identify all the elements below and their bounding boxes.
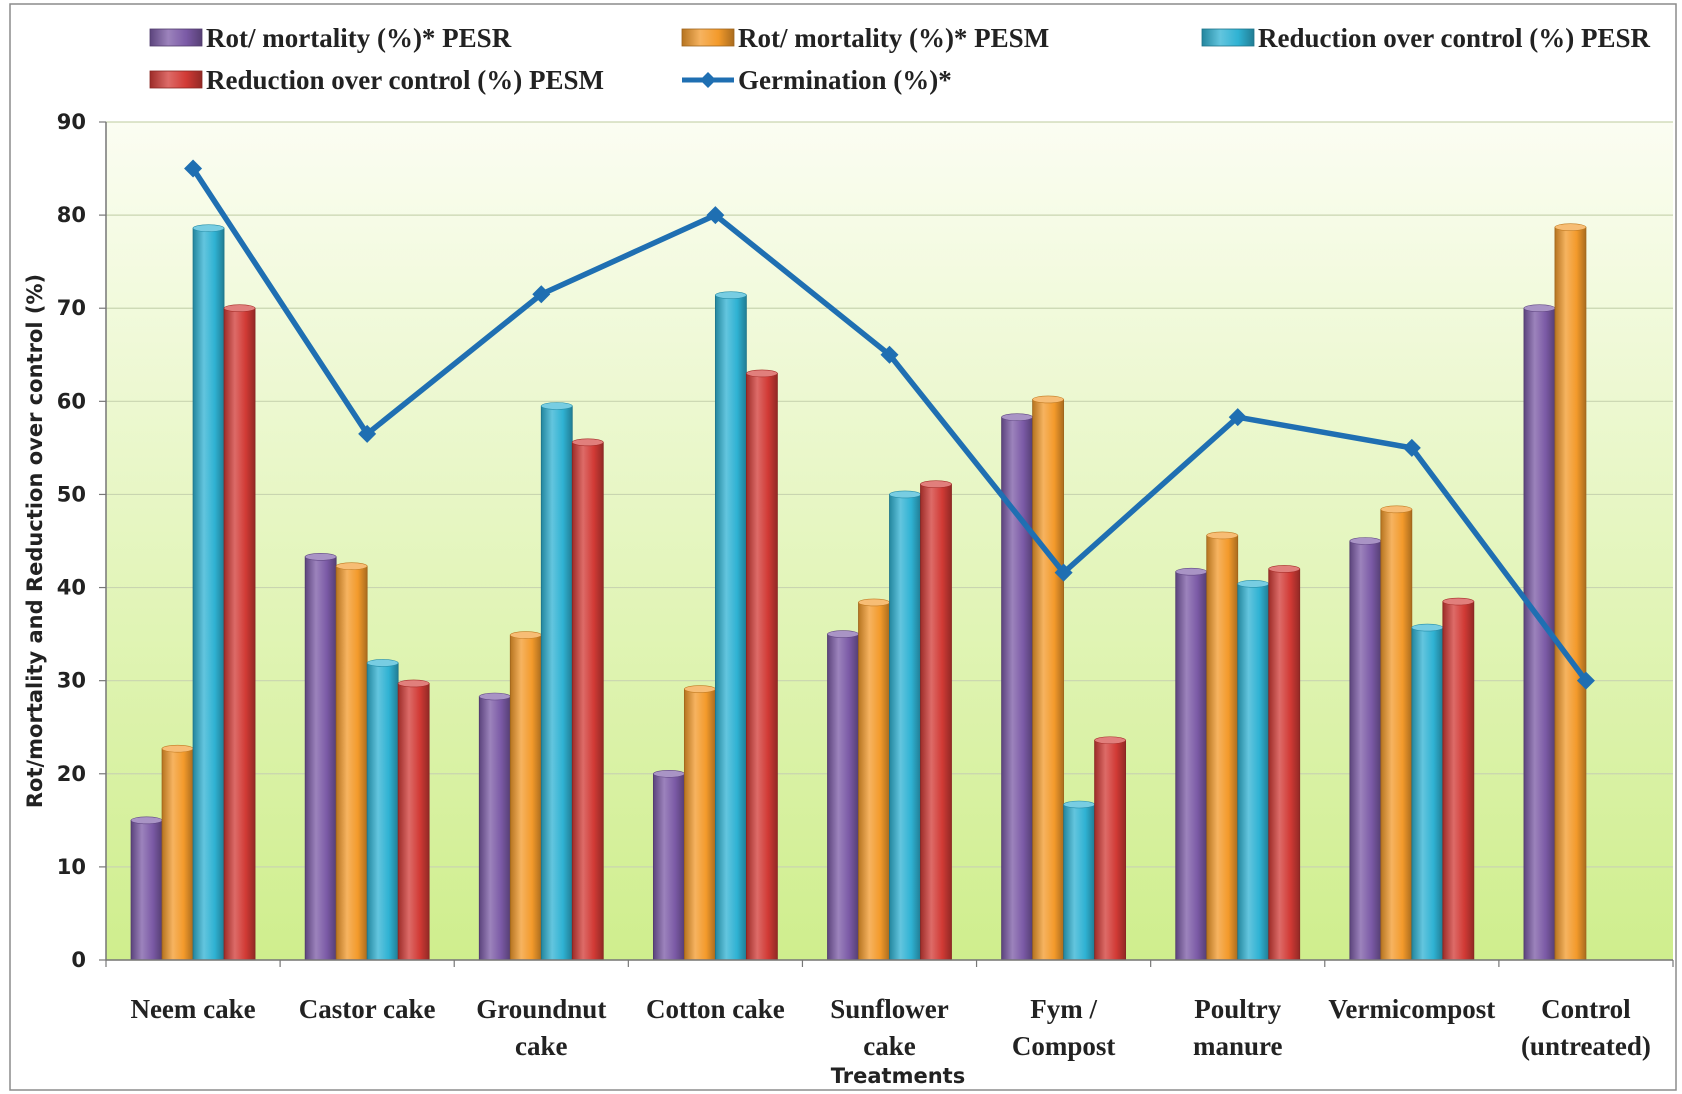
germination-point xyxy=(1228,408,1247,427)
bar xyxy=(335,562,368,961)
germination-point xyxy=(358,424,377,443)
y-tick-label: 20 xyxy=(57,762,86,786)
bar xyxy=(161,744,194,961)
x-tick-label: Neem cake xyxy=(130,994,255,1024)
germination-point xyxy=(1054,563,1073,582)
legend-swatch xyxy=(149,70,203,89)
y-tick-label: 10 xyxy=(57,855,86,879)
legend-label: Reduction over control (%) PESR xyxy=(1258,23,1650,53)
x-tick-label: Poultry manure xyxy=(1193,994,1283,1061)
y-tick-label: 70 xyxy=(57,296,86,320)
bar xyxy=(1442,597,1475,961)
x-tick-label: Castor cake xyxy=(299,994,436,1024)
bar xyxy=(1094,736,1127,961)
legend-label: Rot/ mortality (%)* PESM xyxy=(738,23,1049,53)
bar xyxy=(509,631,542,961)
bar xyxy=(478,692,511,961)
bar xyxy=(397,679,430,961)
axes: 0 10 20 30 40 50 60 70 80 90 Neem cake Castor cake G… xyxy=(57,110,1674,1061)
y-tick-label: 40 xyxy=(57,576,86,600)
bar xyxy=(1554,223,1587,961)
legend-label: Reduction over control (%) PESM xyxy=(206,65,604,95)
bar xyxy=(1032,395,1065,961)
legend-label: Germination (%)* xyxy=(738,65,952,95)
germination-point xyxy=(1576,671,1595,690)
bar xyxy=(1063,800,1096,961)
y-tick-label: 30 xyxy=(57,669,86,693)
bar xyxy=(1268,565,1301,961)
germination-line xyxy=(184,159,1595,690)
bar xyxy=(889,490,921,961)
bar xyxy=(571,438,604,961)
y-tick-label: 90 xyxy=(57,110,86,134)
bar xyxy=(1349,537,1382,961)
x-tick-label: Fym / Compost xyxy=(1012,994,1116,1061)
x-tick-label: Sunflower cake xyxy=(830,994,949,1061)
bar xyxy=(1206,531,1239,961)
y-tick-label: 80 xyxy=(57,203,86,227)
bar xyxy=(1001,413,1034,961)
bar xyxy=(540,402,573,961)
bar xyxy=(683,685,716,961)
bar xyxy=(745,369,778,961)
legend-item: Reduction over control (%) PESR xyxy=(1201,23,1650,53)
bar xyxy=(1175,567,1208,961)
bar xyxy=(920,480,952,961)
x-tick-label: Control (untreated) xyxy=(1521,994,1651,1061)
bar xyxy=(192,224,225,961)
legend-swatch xyxy=(1201,28,1255,47)
x-axis-title: Treatments xyxy=(831,1064,965,1088)
x-tick-label: Cotton cake xyxy=(646,994,785,1024)
y-tick-label: 60 xyxy=(57,389,86,413)
legend: Rot/ mortality (%)* PESR Rot/ mortality (… xyxy=(149,23,1650,95)
bar xyxy=(366,659,399,961)
bar xyxy=(304,553,337,961)
legend-label: Rot/ mortality (%)* PESR xyxy=(206,23,512,53)
germination-point xyxy=(880,345,899,364)
legend-item: Germination (%)* xyxy=(682,65,952,95)
y-tick-label: 50 xyxy=(57,482,86,506)
bar xyxy=(652,769,685,961)
legend-item: Rot/ mortality (%)* PESM xyxy=(681,23,1049,53)
germination-point xyxy=(706,206,725,225)
legend-item: Reduction over control (%) PESM xyxy=(149,65,604,95)
bar xyxy=(1411,623,1444,961)
bars xyxy=(130,223,1587,961)
germination-point xyxy=(184,159,203,178)
bar xyxy=(1380,505,1413,961)
germination-point xyxy=(532,285,551,304)
bar xyxy=(714,291,747,961)
legend-item: Rot/ mortality (%)* PESR xyxy=(149,23,512,53)
legend-swatch xyxy=(149,28,203,47)
bar xyxy=(858,598,890,961)
x-tick-label: Groundnut cake xyxy=(476,994,606,1061)
bar xyxy=(223,304,256,961)
bar xyxy=(130,816,163,961)
x-tick-label: Vermicompost xyxy=(1328,994,1495,1024)
germination-point xyxy=(1402,438,1421,457)
bar xyxy=(827,630,859,961)
bar xyxy=(1237,580,1270,961)
y-axis-title: Rot/mortality and Reduction over control… xyxy=(23,274,47,808)
y-tick-label: 0 xyxy=(71,948,86,972)
legend-swatch xyxy=(681,28,735,47)
